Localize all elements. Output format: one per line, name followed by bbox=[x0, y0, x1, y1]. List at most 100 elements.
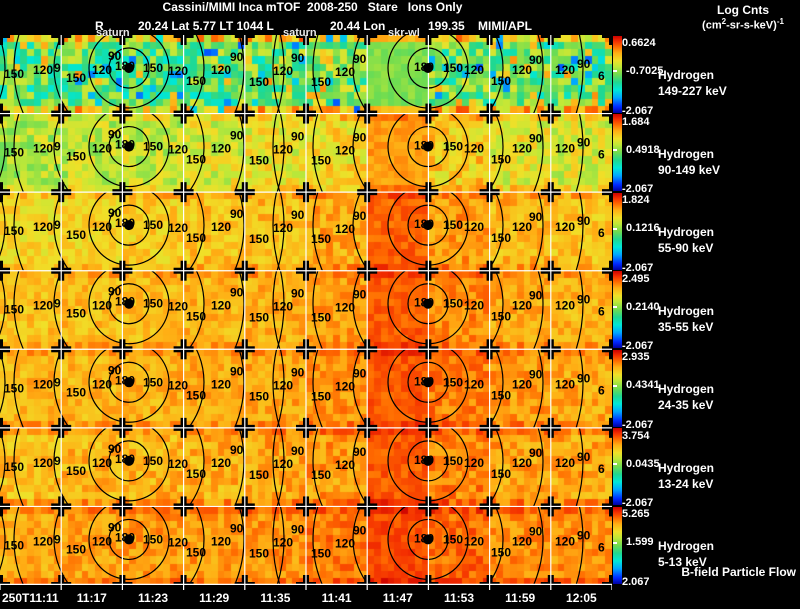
svg-text:6: 6 bbox=[598, 383, 605, 397]
colorbar-mid-label: 0.4341 bbox=[626, 379, 660, 392]
colorbar-min-label: 2.067 bbox=[622, 576, 650, 588]
colorbar-min-label: -2.067 bbox=[622, 340, 654, 353]
channel-species-label: Hydrogen bbox=[658, 382, 715, 397]
colorbar-mid-tick bbox=[613, 227, 617, 230]
svg-text:120: 120 bbox=[464, 299, 484, 313]
svg-text:120: 120 bbox=[335, 144, 355, 158]
svg-text:120: 120 bbox=[555, 142, 575, 156]
svg-text:90: 90 bbox=[577, 293, 591, 307]
colorbar-max-label: 5.265 bbox=[622, 508, 650, 521]
svg-text:120: 120 bbox=[273, 535, 293, 549]
svg-text:9: 9 bbox=[54, 140, 61, 154]
svg-text:120: 120 bbox=[211, 142, 231, 156]
svg-text:120: 120 bbox=[335, 458, 355, 472]
colorbar bbox=[613, 35, 622, 113]
svg-text:90: 90 bbox=[353, 366, 367, 380]
svg-text:90: 90 bbox=[230, 50, 244, 64]
svg-text:90: 90 bbox=[577, 136, 591, 150]
colorbar-mid-tick bbox=[613, 70, 617, 73]
svg-text:90: 90 bbox=[108, 206, 122, 220]
field-direction-dot bbox=[124, 377, 134, 388]
svg-text:120: 120 bbox=[92, 456, 112, 470]
saturn-marker-label: saturn bbox=[96, 27, 130, 39]
channel-energy-label: 13-24 keV bbox=[658, 476, 714, 491]
svg-text:120: 120 bbox=[211, 456, 231, 470]
svg-text:120: 120 bbox=[33, 63, 53, 77]
svg-text:120: 120 bbox=[168, 64, 188, 78]
svg-text:90: 90 bbox=[291, 130, 305, 144]
channel-species-label: Hydrogen bbox=[658, 303, 715, 318]
colorbar-mid-label: 1.599 bbox=[626, 536, 654, 549]
svg-text:150: 150 bbox=[186, 231, 206, 245]
svg-text:150: 150 bbox=[249, 546, 269, 560]
svg-text:90: 90 bbox=[529, 367, 543, 381]
svg-text:150: 150 bbox=[491, 153, 511, 167]
svg-text:90: 90 bbox=[353, 445, 367, 459]
time-tick-label: 11:23 bbox=[137, 591, 169, 605]
svg-text:90: 90 bbox=[108, 49, 122, 63]
colorbar-min-label: -2.067 bbox=[622, 183, 654, 196]
svg-text:120: 120 bbox=[168, 143, 188, 157]
svg-text:90: 90 bbox=[291, 51, 305, 65]
svg-text:9: 9 bbox=[54, 61, 61, 75]
svg-text:120: 120 bbox=[555, 534, 575, 548]
colorbar-mid-tick bbox=[613, 384, 617, 387]
svg-text:120: 120 bbox=[273, 143, 293, 157]
svg-text:9: 9 bbox=[54, 297, 61, 311]
svg-text:120: 120 bbox=[33, 220, 53, 234]
svg-text:90: 90 bbox=[529, 53, 543, 67]
svg-text:90: 90 bbox=[529, 210, 543, 224]
svg-text:90: 90 bbox=[230, 364, 244, 378]
svg-text:120: 120 bbox=[168, 378, 188, 392]
svg-text:6: 6 bbox=[598, 462, 605, 476]
svg-text:120: 120 bbox=[273, 457, 293, 471]
svg-text:120: 120 bbox=[273, 221, 293, 235]
svg-text:90: 90 bbox=[108, 128, 122, 142]
field-direction-dot bbox=[124, 455, 134, 466]
svg-text:150: 150 bbox=[4, 381, 24, 395]
svg-text:120: 120 bbox=[335, 65, 355, 79]
colorbar-mid-tick bbox=[613, 463, 617, 466]
pitch-angle-contours bbox=[0, 35, 584, 114]
time-tick-label: 11:17 bbox=[76, 591, 107, 605]
svg-text:150: 150 bbox=[249, 232, 269, 246]
time-tick-label: 11:47 bbox=[382, 591, 413, 605]
colorbar-mid-label: 0.0435 bbox=[626, 457, 660, 470]
svg-text:90: 90 bbox=[353, 52, 367, 66]
svg-text:120: 120 bbox=[92, 377, 112, 391]
colorbar bbox=[613, 506, 622, 584]
colorbar-mid-tick bbox=[613, 148, 617, 151]
channel-species-label: Hydrogen bbox=[658, 460, 715, 475]
colorbar-max-label: 2.495 bbox=[622, 272, 650, 285]
instrument-credit: MIMI/APL bbox=[478, 19, 532, 33]
colorbar-mid-tick bbox=[613, 306, 617, 309]
svg-text:120: 120 bbox=[512, 220, 532, 234]
svg-text:90: 90 bbox=[291, 522, 305, 536]
field-direction-dot bbox=[423, 141, 433, 152]
svg-text:150: 150 bbox=[311, 75, 331, 89]
channel-species-label: Hydrogen bbox=[658, 225, 715, 240]
field-direction-dot bbox=[423, 377, 433, 388]
ephemeris-lon-value: 199.35 bbox=[428, 19, 465, 33]
svg-text:150: 150 bbox=[66, 150, 86, 164]
channel-energy-label: 90-149 keV bbox=[658, 162, 721, 177]
svg-text:9: 9 bbox=[54, 218, 61, 232]
contour-labels: 1501209150120901801501201501209015012090… bbox=[4, 520, 605, 560]
svg-text:90: 90 bbox=[230, 443, 244, 457]
page-title: Cassini/MIMI Inca mTOF 2008-250 Stare Io… bbox=[162, 0, 463, 14]
colorbar-min-label: -2.067 bbox=[622, 261, 654, 274]
pitch-angle-contours bbox=[0, 349, 584, 428]
svg-text:120: 120 bbox=[512, 534, 532, 548]
svg-text:90: 90 bbox=[529, 524, 543, 538]
svg-text:120: 120 bbox=[335, 536, 355, 550]
svg-text:120: 120 bbox=[33, 142, 53, 156]
svg-text:150: 150 bbox=[443, 454, 463, 468]
svg-text:150: 150 bbox=[143, 532, 163, 546]
svg-text:120: 120 bbox=[555, 63, 575, 77]
svg-text:150: 150 bbox=[443, 218, 463, 232]
svg-text:150: 150 bbox=[311, 546, 331, 560]
colorbar-min-label: -2.067 bbox=[622, 418, 654, 431]
time-tick-label: 11:35 bbox=[260, 591, 291, 605]
time-tick-label: 11:59 bbox=[505, 591, 536, 605]
